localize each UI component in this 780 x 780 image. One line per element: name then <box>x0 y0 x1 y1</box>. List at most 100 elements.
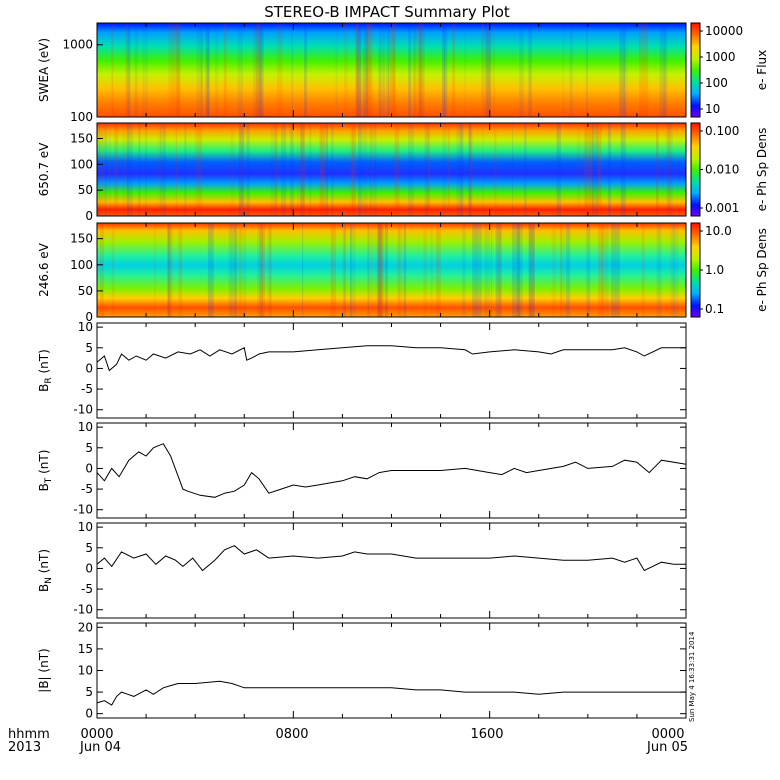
pad650-streak <box>300 123 305 216</box>
swea-colorbar-tick-label: 100 <box>705 76 728 90</box>
bn-ytick-label: 5 <box>85 541 93 555</box>
btot-panel: 20 15 10 5 0 |B| (nT) <box>37 620 687 721</box>
pad246-streak <box>230 223 237 317</box>
swea-streak <box>214 23 219 117</box>
swea-streak <box>619 23 626 117</box>
pad650-ytick-label: 150 <box>70 132 93 146</box>
pad650-spectrogram <box>97 123 686 216</box>
footer-tick-3: 0000 <box>651 727 684 742</box>
pad246-ytick-label: 0 <box>85 310 93 324</box>
pad246-streak <box>378 223 385 317</box>
swea-streak <box>335 23 338 117</box>
br-ylabel: BR (nT) <box>37 349 54 392</box>
swea-colorbar-tick-label: 10 <box>705 102 720 116</box>
pad650-streak <box>230 123 235 216</box>
pad650-streak <box>197 123 203 216</box>
swea-ytick-label: 100 <box>70 110 93 124</box>
bn-ytick-label: -10 <box>73 603 93 617</box>
pad246-streak <box>111 223 115 317</box>
pad650-streak <box>163 123 166 216</box>
pad246-streak <box>228 223 232 317</box>
br-ytick-label: -10 <box>73 403 93 417</box>
swea-streak <box>343 23 348 117</box>
pad246-streak <box>604 223 609 317</box>
pad650-streak <box>145 123 147 216</box>
pad246-frame <box>96 222 687 318</box>
pad650-streak <box>524 123 527 216</box>
pad650-streak <box>482 123 484 216</box>
swea-streak <box>444 23 448 117</box>
swea-streak <box>413 23 416 117</box>
pad246-streak <box>384 223 388 317</box>
swea-ytick-label: 1000 <box>62 38 93 52</box>
pad246-streak <box>167 223 173 317</box>
pad650-streak <box>97 123 101 216</box>
swea-streak <box>442 23 446 117</box>
swea-streak <box>484 23 486 117</box>
pad246-streak <box>330 223 336 317</box>
swea-streak <box>125 23 129 117</box>
swea-streak <box>481 23 485 117</box>
swea-streak <box>390 23 395 117</box>
swea-streak <box>111 23 114 117</box>
br-ytick-label: 0 <box>85 361 93 375</box>
pad246-streak <box>586 223 591 317</box>
pad246-streak <box>243 223 247 317</box>
pad650-streak <box>309 123 312 216</box>
swea-streak <box>200 23 203 117</box>
swea-streak <box>419 23 422 117</box>
pad246-ytick-label: 100 <box>70 258 93 272</box>
btot-ytick-label: 20 <box>78 620 93 634</box>
pad246-streak <box>476 223 482 317</box>
swea-streak <box>659 23 663 117</box>
footer-tick-1: 0800 <box>275 727 308 742</box>
pad246-streak <box>472 223 477 317</box>
footer-date-start: Jun 04 <box>79 740 121 755</box>
swea-colorbar-label: e- Flux <box>755 50 769 90</box>
btot-ytick-label: 10 <box>78 664 93 678</box>
br-panel: 10 5 0 -5 -10 BR (nT) <box>37 320 687 419</box>
pad246-streak <box>559 223 563 317</box>
pad246-spectrogram <box>97 223 686 317</box>
pad650-ylabel: 650.7 eV <box>37 142 51 197</box>
swea-colorbar <box>690 22 701 118</box>
pad650-streak <box>160 123 164 216</box>
br-frame <box>96 322 687 419</box>
pad246-streak <box>235 223 238 317</box>
pad650-streak <box>369 123 372 216</box>
pad650-streak <box>108 123 111 216</box>
pad650-streak <box>358 123 362 216</box>
pad650-streak <box>583 123 589 216</box>
swea-streak <box>623 23 628 117</box>
swea-streak <box>642 23 649 117</box>
bn-series-line <box>96 545 686 572</box>
pad650-streak <box>319 123 326 216</box>
swea-streak <box>276 23 283 117</box>
pad246-colorbar-tick-label: 10.0 <box>705 224 732 238</box>
swea-streak <box>528 23 532 117</box>
pad650-streak <box>104 123 108 216</box>
swea-frame <box>96 22 687 118</box>
swea-streak <box>413 23 419 117</box>
pad650-streak <box>469 123 472 216</box>
pad246-colorbar-tick-label: 0.1 <box>705 302 724 316</box>
pad650-streak <box>656 123 658 216</box>
pad650-streak <box>331 123 334 216</box>
pad246-streak <box>515 223 520 317</box>
pad650-streak <box>157 123 162 216</box>
footer-tick-2: 1600 <box>470 727 503 742</box>
pad650-streak <box>394 123 400 216</box>
pad246-streak <box>367 223 374 317</box>
pad650-streak <box>585 123 591 216</box>
pad246-streak <box>350 223 356 317</box>
swea-streak <box>254 23 260 117</box>
bt-series-line <box>96 443 687 498</box>
pad246-streak <box>257 223 263 317</box>
pad650-streak <box>470 123 474 216</box>
bn-ylabel: BN (nT) <box>37 549 54 592</box>
bn-frame <box>96 522 687 619</box>
pad246-streak <box>497 223 502 317</box>
pad246-streak <box>656 223 662 317</box>
pad650-streak <box>195 123 197 216</box>
pad650-streak <box>175 123 177 216</box>
